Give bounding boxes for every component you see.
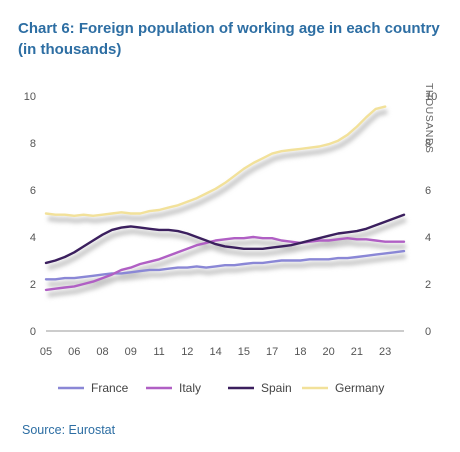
right-axis-label: THOUSANDS	[423, 83, 435, 153]
y-tick-label-left: 8	[30, 138, 36, 150]
y-tick-label-right: 8	[425, 138, 431, 150]
y-tick-label-right: 4	[425, 232, 431, 244]
x-tick-label: 20	[323, 346, 335, 358]
y-tick-label-left: 6	[30, 185, 36, 197]
y-tick-label-right: 2	[425, 279, 431, 291]
legend-label-spain: Spain	[261, 381, 292, 395]
source-note: Source: Eurostat	[22, 423, 116, 437]
x-tick-label: 21	[351, 346, 363, 358]
series-shadow-italy	[47, 239, 406, 298]
legend-label-germany: Germany	[335, 381, 384, 395]
series-line-france	[44, 249, 406, 281]
y-tick-label-left: 2	[30, 279, 36, 291]
y-tick-label-left: 0	[30, 326, 36, 338]
legend-label-france: France	[91, 381, 129, 395]
x-tick-label: 09	[125, 346, 137, 358]
y-tick-label-left: 4	[30, 232, 36, 244]
legend: France Italy Spain Germany	[58, 381, 384, 395]
y-tick-label-right: 0	[425, 326, 431, 338]
y-tick-label-right: 10	[425, 91, 437, 103]
x-tick-label: 17	[266, 346, 278, 358]
y-tick-label-left: 10	[24, 91, 36, 103]
series-shadow-germany	[47, 109, 388, 224]
y-tick-label-right: 6	[425, 185, 431, 197]
x-tick-label: 05	[40, 346, 52, 358]
series-line-italy	[44, 235, 406, 292]
x-tick-label: 08	[96, 346, 108, 358]
x-tick-label: 14	[209, 346, 221, 358]
chart-title: Chart 6: Foreign population of working a…	[18, 20, 440, 58]
series-shadow-france	[48, 253, 407, 287]
series-lines	[44, 105, 406, 292]
series-shadows	[47, 109, 407, 298]
x-tick-label: 18	[294, 346, 306, 358]
legend-label-italy: Italy	[179, 381, 201, 395]
x-tick-label: 12	[181, 346, 193, 358]
x-tick-label: 15	[238, 346, 250, 358]
x-tick-label: 11	[153, 346, 164, 358]
x-tick-label: 23	[379, 346, 391, 358]
x-tick-label: 06	[68, 346, 80, 358]
series-line-spain	[44, 213, 406, 265]
tick-labels: 0 0 2 2 4 4 6 6 8 8 10 10 05 06 08 09 11 12 14 15 17 18 20 21 23	[24, 91, 438, 358]
series-line-germany	[44, 105, 387, 218]
